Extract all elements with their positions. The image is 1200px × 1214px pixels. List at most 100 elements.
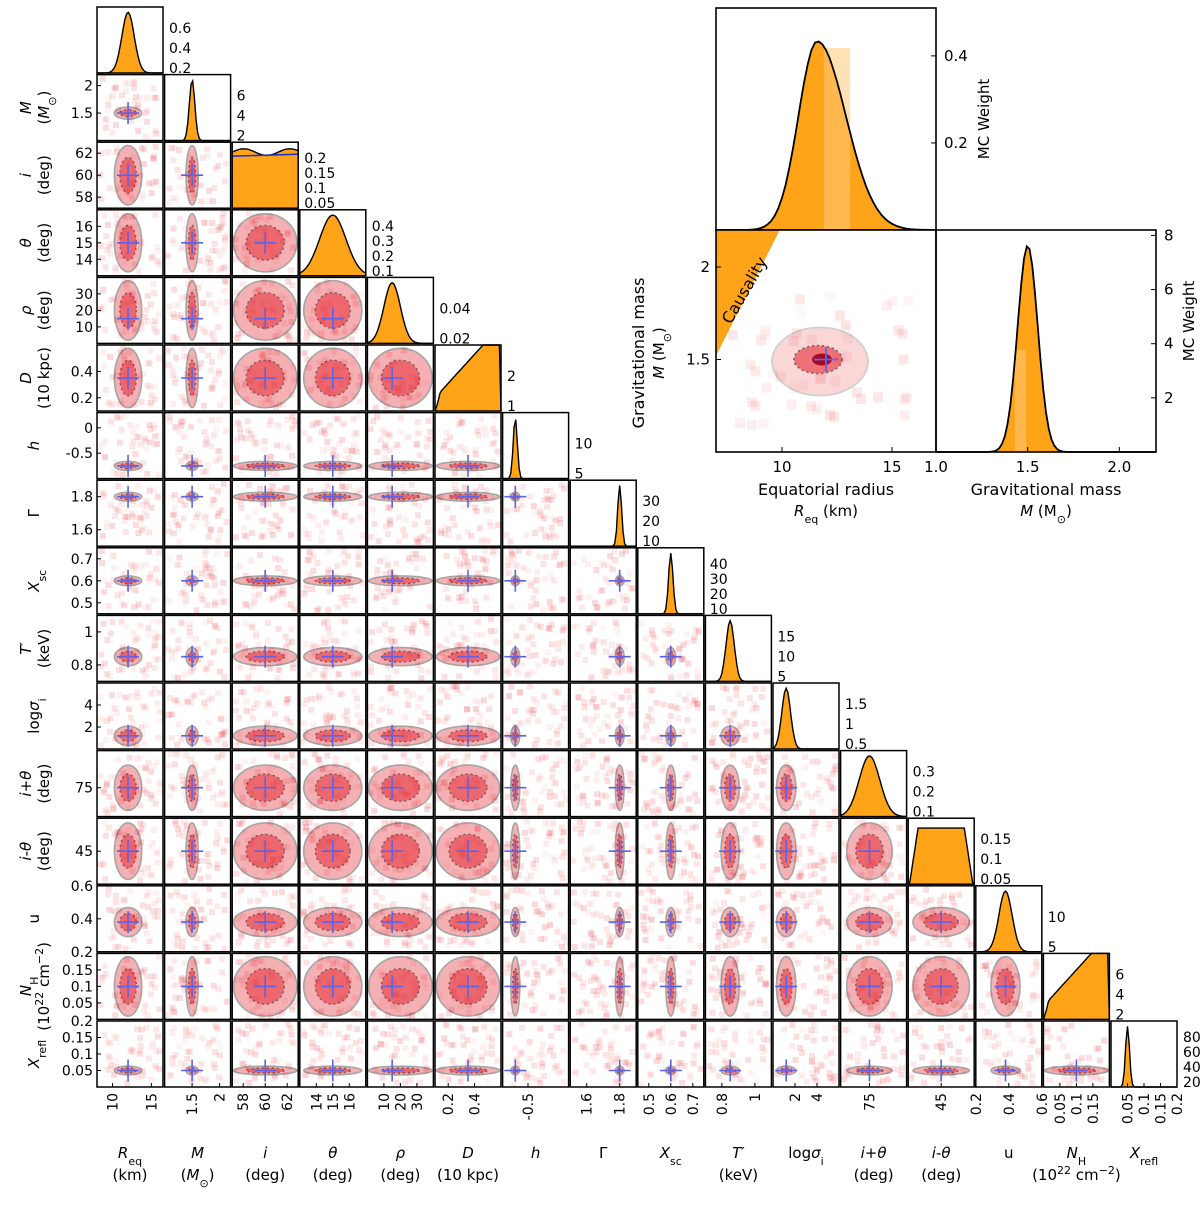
- joint-frame: [163, 749, 232, 818]
- density-bin: [220, 730, 226, 737]
- density-bin: [457, 420, 464, 427]
- density-bin: [180, 588, 187, 595]
- density-bin: [712, 788, 719, 795]
- density-bin: [182, 453, 189, 460]
- density-bin: [382, 754, 389, 761]
- density-bin: [250, 664, 257, 670]
- density-bin: [910, 935, 916, 942]
- density-bin: [333, 572, 340, 579]
- density-bin: [116, 666, 122, 673]
- density-bin: [576, 794, 583, 801]
- density-bin: [472, 698, 479, 705]
- density-bin: [463, 798, 470, 805]
- density-bin: [551, 779, 558, 786]
- density-bin: [101, 116, 108, 123]
- density-bin: [692, 791, 699, 798]
- density-bin: [222, 716, 229, 723]
- joint-panel-T-Req: [96, 614, 164, 683]
- density-bin: [474, 569, 481, 576]
- density-bin: [677, 1000, 684, 1007]
- joint-panel-D-i: [231, 344, 299, 412]
- density-bin: [394, 497, 401, 504]
- density-bin: [472, 488, 479, 495]
- density-bin: [211, 185, 218, 191]
- density-bin: [310, 651, 317, 658]
- density-bin: [165, 597, 172, 604]
- joint-panel-imt-i: [231, 817, 299, 885]
- density-bin: [488, 627, 495, 634]
- density-bin: [896, 841, 903, 848]
- density-bin: [311, 666, 318, 673]
- density-bin: [385, 662, 392, 669]
- density-bin: [175, 645, 181, 652]
- density-bin: [275, 874, 282, 881]
- density-bin: [215, 227, 222, 233]
- density-bin: [464, 706, 470, 713]
- density-bin: [151, 155, 158, 162]
- density-bin: [518, 624, 525, 631]
- density-bin: [276, 659, 283, 666]
- density-bin: [156, 355, 162, 362]
- density-bin: [222, 395, 229, 402]
- density-bin: [121, 518, 128, 525]
- density-bin: [108, 502, 114, 509]
- density-bin: [560, 638, 567, 645]
- density-bin: [447, 620, 453, 627]
- density-bin: [413, 551, 420, 558]
- density-bin: [254, 439, 260, 446]
- density-bin: [193, 833, 200, 840]
- density-bin: [274, 754, 281, 761]
- joint-panel-Xsc-Gamma: [569, 547, 637, 615]
- density-bin: [165, 528, 172, 535]
- density-bin: [143, 871, 150, 878]
- joint-frame: [96, 749, 164, 818]
- density-bin: [967, 1004, 974, 1011]
- density-bin: [236, 221, 243, 228]
- density-bin: [372, 448, 379, 455]
- hist-frame-i: [231, 141, 299, 209]
- density-bin: [208, 484, 215, 491]
- density-bin: [126, 706, 132, 713]
- density-bin: [447, 684, 454, 691]
- joint-frame: [163, 479, 232, 547]
- density-bin: [147, 992, 154, 998]
- density-bin: [570, 899, 577, 906]
- density-bin: [118, 500, 125, 507]
- density-bin: [278, 442, 285, 449]
- density-bin: [310, 567, 317, 574]
- density-bin: [558, 837, 565, 844]
- density-bin: [641, 806, 648, 813]
- density-bin: [177, 173, 184, 180]
- density-bin: [131, 154, 137, 161]
- density-bin: [183, 868, 190, 875]
- joint-panel-imt-Xsc: [637, 817, 705, 885]
- density-bin: [422, 865, 429, 872]
- density-bin: [533, 968, 540, 975]
- density-bin: [511, 708, 518, 715]
- density-bin: [414, 538, 421, 545]
- density-bin: [333, 453, 340, 460]
- density-bin: [338, 535, 345, 542]
- density-bin: [342, 601, 349, 608]
- density-bin: [472, 597, 479, 604]
- density-bin: [657, 847, 664, 854]
- density-bin: [672, 800, 679, 807]
- density-bin: [525, 708, 532, 715]
- density-bin: [220, 210, 227, 217]
- density-bin: [492, 628, 499, 635]
- density-bin: [269, 489, 276, 496]
- density-bin: [642, 635, 649, 642]
- density-bin: [149, 617, 156, 624]
- density-bin: [241, 243, 248, 250]
- density-bin: [806, 936, 813, 943]
- density-bin: [382, 523, 389, 530]
- density-bin: [209, 385, 216, 392]
- density-bin: [120, 570, 127, 577]
- density-bin: [356, 833, 363, 840]
- density-bin: [616, 591, 623, 598]
- density-bin: [762, 1010, 769, 1017]
- density-bin: [328, 804, 335, 811]
- density-bin: [183, 826, 190, 833]
- density-bin: [152, 800, 159, 807]
